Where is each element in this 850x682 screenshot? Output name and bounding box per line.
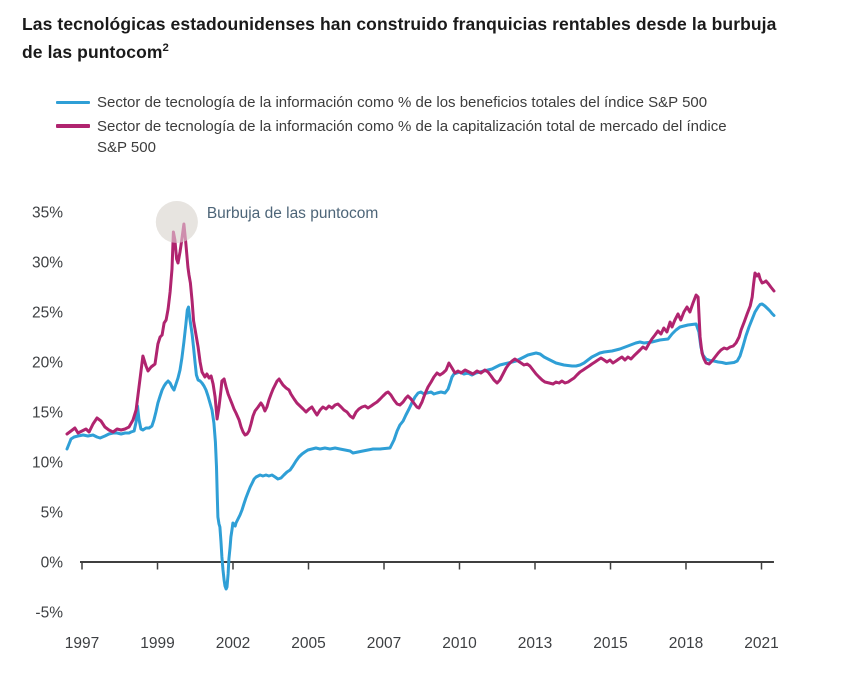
x-axis-label: 2007 bbox=[367, 635, 401, 652]
x-axis-label: 2018 bbox=[669, 635, 703, 652]
legend-label: Sector de tecnología de la información c… bbox=[97, 117, 727, 157]
x-axis-label: 1997 bbox=[65, 635, 99, 652]
x-axis-label: 2002 bbox=[216, 635, 250, 652]
y-axis-label: 35% bbox=[32, 205, 63, 222]
page-title: Las tecnológicas estadounidenses han con… bbox=[22, 12, 782, 64]
legend-label: Sector de tecnología de la información c… bbox=[97, 94, 708, 111]
market-cap-line-swatch-icon bbox=[56, 124, 90, 128]
x-axis-label: 2021 bbox=[744, 635, 778, 652]
annotation-label: Burbuja de las puntocom bbox=[207, 205, 378, 222]
y-axis-label: 15% bbox=[32, 405, 63, 422]
earnings-share-line bbox=[65, 302, 776, 591]
chart-legend: Sector de tecnología de la información c… bbox=[56, 92, 776, 161]
x-axis-label: 2013 bbox=[518, 635, 552, 652]
x-axis-label: 1999 bbox=[140, 635, 174, 652]
y-axis-label: -5% bbox=[35, 605, 63, 622]
y-axis-label: 30% bbox=[32, 255, 63, 272]
earnings-line-swatch-icon bbox=[56, 100, 90, 104]
x-axis-label: 2015 bbox=[593, 635, 627, 652]
axes-layer: 35% 30% 25% 20% 15% 10% 5% 0% -5%1997 1999 2002 200… bbox=[32, 205, 779, 653]
y-axis-label: 0% bbox=[41, 555, 64, 572]
x-axis-label: 2010 bbox=[442, 635, 477, 652]
dotcom-bubble-circle-overlay bbox=[155, 201, 198, 243]
y-axis-label: 25% bbox=[32, 305, 63, 322]
y-axis-label: 20% bbox=[32, 355, 63, 372]
series-layer bbox=[65, 222, 776, 591]
legend-item-market-cap-share: Sector de tecnología de la información c… bbox=[56, 116, 776, 159]
y-axis-label: 10% bbox=[32, 455, 63, 472]
y-axis-label: 5% bbox=[41, 505, 64, 522]
legend-item-earnings-share: Sector de tecnología de la información c… bbox=[56, 92, 776, 114]
annotation-overlay-layer bbox=[155, 201, 198, 243]
market-cap-share-line bbox=[65, 222, 776, 437]
footnote-marker: 2 bbox=[162, 42, 169, 54]
x-axis-label: 2005 bbox=[291, 635, 325, 652]
page-title-text: Las tecnológicas estadounidenses han con… bbox=[22, 14, 777, 62]
